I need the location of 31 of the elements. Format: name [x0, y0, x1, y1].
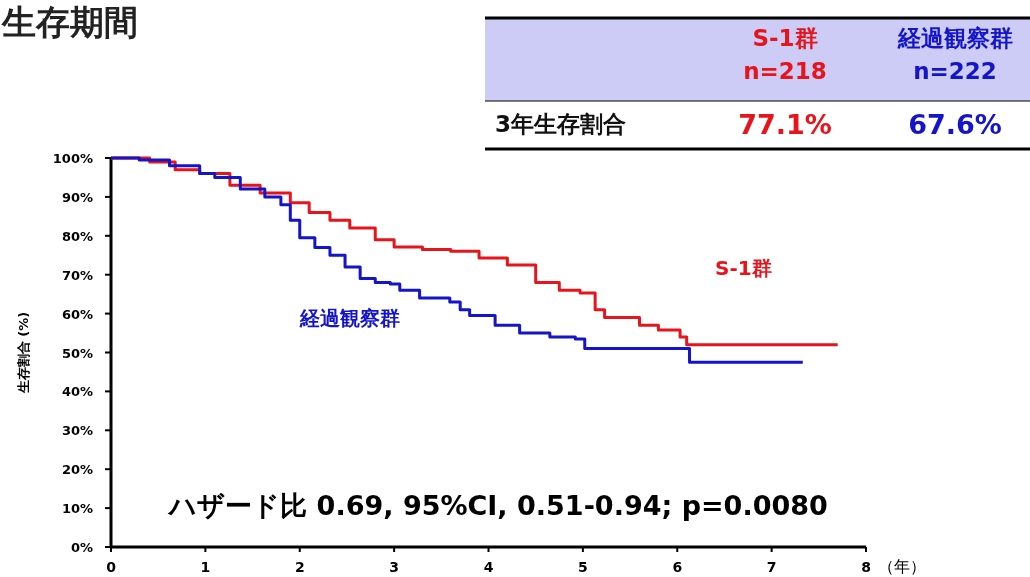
y-tick-label: 40%	[61, 384, 93, 400]
x-tick-label: 4	[483, 559, 494, 575]
y-tick-label: 30%	[61, 423, 93, 439]
y-tick-label: 20%	[61, 462, 93, 478]
series-label: 経過観察群	[298, 306, 400, 331]
text: 77.1%	[738, 109, 832, 140]
text: 3年生存割合	[495, 111, 627, 137]
x-tick-label: 0	[106, 559, 117, 575]
annotation: ハザード比 0.69, 95%CI, 0.51-0.94; p=0.0080	[167, 490, 828, 521]
x-tick-label: 1	[200, 559, 211, 575]
y-tick-label: 10%	[61, 501, 93, 517]
category-label: S-1群 n=218	[743, 25, 827, 84]
x-axis-title: （年）	[878, 557, 926, 576]
x-tick-label: 5	[578, 559, 588, 575]
y-tick-label: 50%	[61, 345, 93, 361]
category-label: 経過観察群 n=222	[896, 25, 1013, 84]
text: 67.6%	[908, 109, 1002, 140]
text: S-1群	[715, 255, 772, 280]
x-tick-label: 6	[672, 559, 683, 575]
y-tick-label: 100%	[52, 151, 93, 166]
x-tick-label: 3	[389, 559, 399, 575]
x-tick-label: 7	[766, 559, 777, 575]
y-axis-title: 生存割合 (%)	[16, 311, 31, 395]
y-tick-label: 0%	[70, 540, 93, 555]
y-tick-label: 80%	[61, 228, 93, 244]
y-tick-label: 60%	[61, 306, 93, 322]
chart-title: 生存期間	[1, 2, 138, 42]
y-tick-label: 70%	[61, 267, 93, 283]
y-tick-label: 90%	[61, 189, 93, 205]
x-tick-label: 8	[861, 559, 871, 575]
x-tick-label: 2	[294, 559, 305, 575]
